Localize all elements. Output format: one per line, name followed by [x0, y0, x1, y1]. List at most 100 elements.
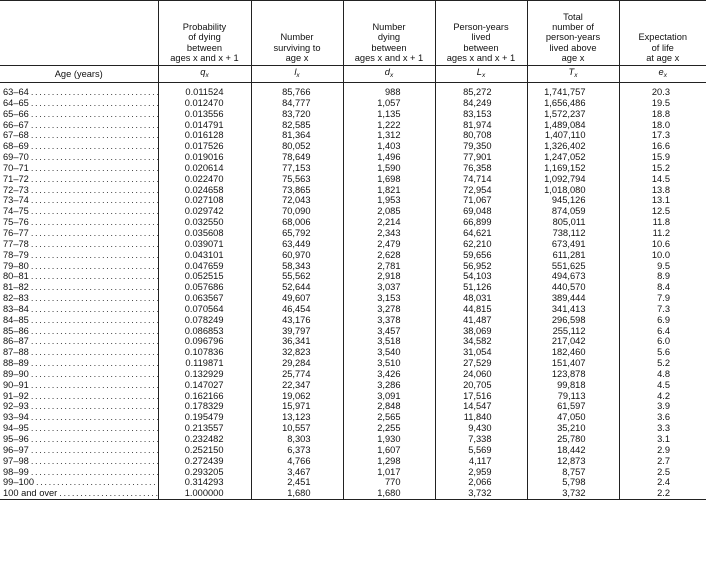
table-row: 77–78...................................…: [0, 238, 706, 250]
dot-leader: ........................................: [30, 206, 158, 217]
number-surviving-cell: 72,043: [250, 195, 343, 207]
age-cell: 91–92...................................…: [0, 390, 158, 402]
person-years-cell: 20,705: [434, 379, 527, 391]
table-row: 92–93...................................…: [0, 401, 706, 413]
life-expectancy-cell: 11.2: [618, 227, 706, 239]
d-symbol: dx: [342, 65, 435, 83]
dot-leader: ........................................: [36, 477, 158, 488]
number-surviving-cell: 52,644: [250, 282, 343, 294]
person-years-header: Person-years lived between ages x and x + 1: [434, 0, 527, 66]
table-row: 96–97...................................…: [0, 444, 706, 456]
age-label: 94–95: [3, 423, 31, 434]
age-cell: 67–68...................................…: [0, 130, 158, 141]
person-years-cell: 77,901: [434, 152, 527, 163]
age-label: 77–78: [3, 238, 31, 249]
number-surviving-cell: 65,792: [250, 227, 343, 239]
prob-dying-cell: 0.232482: [157, 434, 251, 445]
age-label: 100 and over: [3, 488, 60, 499]
life-expectancy-cell: 5.6: [618, 347, 706, 359]
table-row: 81–82...................................…: [0, 282, 706, 294]
dot-leader: ........................................: [30, 434, 158, 444]
prob-dying-cell: 0.039071: [157, 238, 251, 250]
number-surviving-cell: 55,562: [250, 271, 343, 283]
q-symbol: qx: [157, 65, 251, 83]
number-surviving-cell: 63,449: [250, 238, 343, 250]
number-surviving-header: Number surviving to age x: [250, 0, 343, 66]
header-row: Probability of dying between ages x and x +…: [0, 0, 706, 66]
number-dying-cell: 1,017: [342, 466, 435, 478]
prob-dying-cell: 0.293205: [157, 466, 251, 478]
prob-dying-cell: 0.024658: [157, 184, 251, 196]
dot-leader: ........................................: [30, 336, 158, 347]
number-surviving-cell: 22,347: [250, 379, 343, 391]
person-years-cell: 31,054: [434, 347, 527, 359]
age-label: 72–73: [3, 184, 31, 195]
dot-leader: ........................................: [30, 249, 158, 260]
total-person-years-cell: 25,780: [526, 434, 619, 445]
age-cell: 74–75...................................…: [0, 206, 158, 217]
person-years-cell: 71,067: [434, 195, 527, 207]
number-dying-cell: 2,565: [342, 412, 435, 424]
dot-leader: ........................................: [30, 390, 158, 401]
total-person-years-cell: 79,113: [526, 390, 619, 402]
dot-leader: ........................................: [30, 141, 158, 152]
table-row: 76–77...................................…: [0, 227, 706, 239]
life-expectancy-cell: 12.5: [618, 206, 706, 218]
dot-leader: ........................................: [30, 173, 158, 184]
life-expectancy-cell: 11.8: [618, 217, 706, 228]
life-expectancy-cell: 4.8: [618, 368, 706, 380]
number-dying-cell: 3,286: [342, 379, 435, 391]
dot-leader: ........................................: [30, 347, 158, 358]
life-expectancy-cell: 13.8: [618, 184, 706, 196]
total-person-years-cell: 1,572,237: [526, 108, 619, 120]
number-dying-cell: 2,781: [342, 260, 435, 272]
number-dying-cell: 1,607: [342, 444, 435, 456]
number-surviving-cell: 10,557: [250, 423, 343, 434]
age-cell: 68–69...................................…: [0, 141, 158, 152]
dot-leader: ........................................: [30, 412, 158, 423]
age-cell: 73–74...................................…: [0, 195, 158, 206]
dot-leader: ........................................: [30, 130, 158, 141]
table-row: 63–64...................................…: [0, 82, 706, 98]
life-expectancy-cell: 4.5: [618, 379, 706, 391]
life-expectancy-cell: 18.8: [618, 108, 706, 120]
age-label: 74–75: [3, 206, 31, 217]
table-row: 75–76...................................…: [0, 217, 706, 228]
number-dying-cell: 2,255: [342, 423, 435, 434]
life-expectancy-cell: 8.4: [618, 282, 706, 294]
age-label: 87–88: [3, 347, 31, 358]
age-cell: 96–97...................................…: [0, 444, 158, 456]
prob-dying-cell: 0.195479: [157, 412, 251, 424]
total-person-years-cell: 611,281: [526, 249, 619, 261]
dot-leader: ........................................: [30, 87, 158, 97]
dot-leader: ........................................: [30, 227, 158, 238]
prob-dying-cell: 0.132929: [157, 368, 251, 380]
life-expectancy-cell: 8.9: [618, 271, 706, 283]
age-cell: 95–96...................................…: [0, 434, 158, 445]
prob-dying-cell: 0.213557: [157, 423, 251, 434]
total-person-years-cell: 738,112: [526, 227, 619, 239]
person-years-cell: 48,031: [434, 293, 527, 304]
number-dying-cell: 1,680: [342, 488, 435, 501]
person-years-cell: 11,840: [434, 412, 527, 424]
number-dying-cell: 2,628: [342, 249, 435, 261]
total-person-years-cell: 1,247,052: [526, 152, 619, 163]
life-expectancy-cell: 6.9: [618, 314, 706, 326]
age-label: 63–64: [3, 87, 31, 97]
person-years-cell: 66,899: [434, 217, 527, 228]
person-years-cell: 62,210: [434, 238, 527, 250]
table-row: 80–81...................................…: [0, 271, 706, 283]
total-person-years-cell: 874,059: [526, 206, 619, 218]
age-cell: 69–70...................................…: [0, 152, 158, 163]
age-cell: 98–99...................................…: [0, 466, 158, 478]
age-label: 98–99: [3, 466, 31, 477]
table-row: 82–83...................................…: [0, 293, 706, 304]
table-row: 93–94...................................…: [0, 412, 706, 424]
dot-leader: ........................................: [59, 488, 158, 499]
dot-leader: ........................................: [30, 455, 158, 466]
prob-dying-cell: 0.314293: [157, 477, 251, 489]
dot-leader: ........................................: [30, 271, 158, 282]
age-label: 69–70: [3, 152, 31, 163]
age-cell: 65–66...................................…: [0, 108, 158, 120]
life-expectancy-cell: 2.4: [618, 477, 706, 489]
